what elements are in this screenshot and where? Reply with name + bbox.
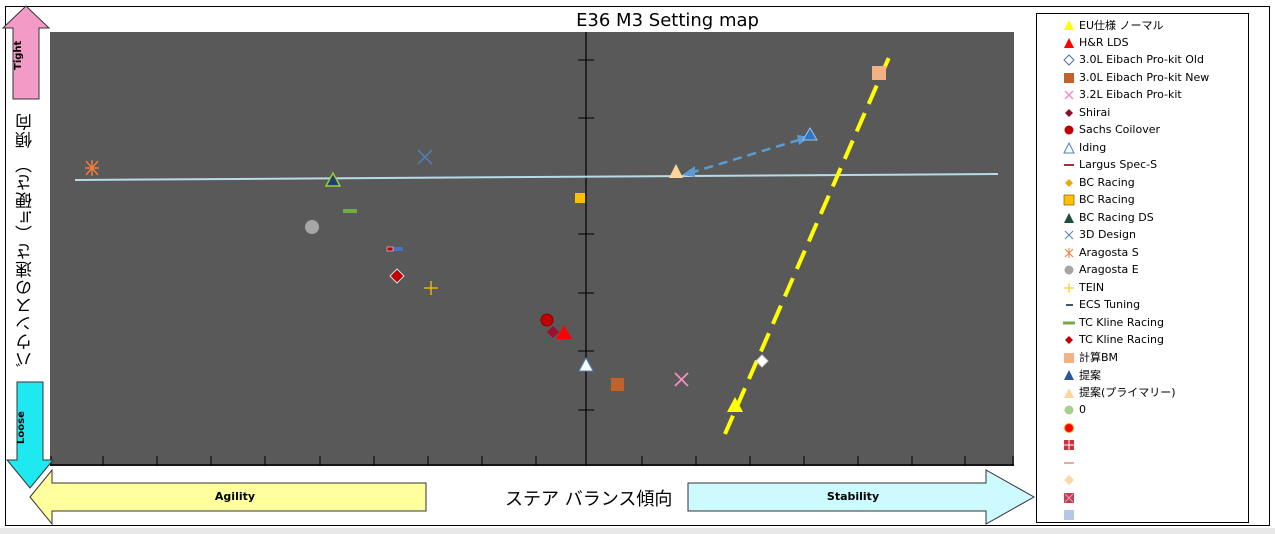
reference-line (74, 173, 999, 181)
square-icon (1064, 352, 1074, 363)
square-icon (1063, 194, 1075, 206)
triangle-icon (1064, 37, 1074, 48)
legend-item: 0 (1037, 401, 1248, 419)
marker-eibach-32 (674, 372, 689, 387)
dash-icon (1064, 164, 1074, 166)
marker-tein (424, 281, 438, 295)
marker-aragosta-e (305, 220, 319, 234)
triangle-open-icon (1063, 141, 1075, 153)
plus-icon (1064, 282, 1074, 293)
legend-item: TEIN (1037, 279, 1248, 297)
legend-item (1037, 454, 1248, 472)
marker-sachs (540, 313, 554, 327)
legend-item: H&R LDS (1037, 34, 1248, 52)
legend-item: BC Racing (1037, 191, 1248, 209)
x-axis-label: ステア バランス傾向 (505, 489, 673, 510)
diamond-icon (1065, 336, 1073, 344)
diamond-icon (1064, 475, 1074, 485)
marker-tc-kline-dash (343, 209, 357, 213)
legend: EU仕様 ノーマル H&R LDS 3.0L Eibach Pro-kit Ol… (1036, 13, 1249, 523)
loose-arrow (5, 381, 54, 489)
agility-label: Agility (214, 490, 256, 503)
circle-icon (1064, 422, 1074, 433)
trend-line (723, 54, 892, 435)
legend-item (1037, 489, 1248, 507)
marker-largus (386, 246, 394, 252)
tight-label: Tight (13, 40, 24, 70)
legend-item: Iding (1037, 139, 1248, 157)
legend-item: 3.0L Eibach Pro-kit New (1037, 69, 1248, 87)
legend-item: Sachs Coilover (1037, 121, 1248, 139)
stability-label: Stability (826, 490, 880, 503)
legend-item: 3D Design (1037, 226, 1248, 244)
asterisk-icon (1064, 247, 1074, 258)
scatter-plot (50, 32, 1014, 466)
sheet-tab-strip (0, 528, 1275, 534)
dash-icon (1066, 304, 1073, 306)
agility-arrow (29, 468, 427, 526)
marker-iding (802, 127, 818, 141)
legend-item: 提案 (1037, 366, 1248, 384)
x-icon (1064, 90, 1074, 100)
loose-label: Loose (16, 411, 27, 444)
marker-aragosta-s (85, 160, 99, 176)
legend-item (1037, 436, 1248, 454)
legend-item: Shirai (1037, 104, 1248, 122)
legend-item: ECS Tuning (1037, 296, 1248, 314)
square-cross-icon (1064, 440, 1074, 450)
triangle-icon (1064, 20, 1074, 30)
marker-eu-normal (727, 397, 743, 412)
tight-arrow (2, 5, 51, 100)
legend-item: 3.2L Eibach Pro-kit (1037, 86, 1248, 104)
legend-item: Aragosta S (1037, 244, 1248, 262)
legend-item: TC Kline Racing (1037, 331, 1248, 349)
legend-item: 提案(プライマリー) (1037, 384, 1248, 402)
dash-icon (1064, 461, 1074, 464)
marker-proposal-primary (669, 164, 683, 178)
square-icon (1064, 72, 1074, 83)
square-icon (1064, 510, 1074, 520)
marker-bc-racing-ds (324, 171, 342, 187)
square-x-icon (1064, 492, 1074, 503)
diamond-icon (1065, 108, 1073, 117)
marker-shirai (547, 326, 559, 338)
dash-icon (1063, 321, 1075, 324)
legend-item: BC Racing (1037, 174, 1248, 192)
legend-item (1037, 419, 1248, 437)
marker-white-triangle (578, 356, 594, 372)
circle-icon (1064, 265, 1074, 275)
diamond-icon (1065, 178, 1073, 187)
marker-eibach-new (611, 378, 624, 391)
marker-calc-bm (872, 66, 886, 80)
marker-tc-kline-diamond (389, 268, 405, 284)
legend-item: Aragosta E (1037, 261, 1248, 279)
legend-item: Largus Spec-S (1037, 156, 1248, 174)
proposal-arrow (689, 137, 803, 175)
marker-hr-lds (556, 325, 572, 339)
circle-icon (1064, 125, 1074, 135)
legend-item: EU仕様 ノーマル (1037, 16, 1248, 34)
marker-eibach-old (755, 354, 769, 368)
legend-item (1037, 506, 1248, 524)
marker-bc-racing-square (575, 193, 585, 203)
legend-item: BC Racing DS (1037, 209, 1248, 227)
triangle-icon (1064, 212, 1074, 223)
legend-item (1037, 471, 1248, 489)
legend-item: TC Kline Racing (1037, 314, 1248, 332)
chart-title: E36 M3 Setting map (576, 10, 759, 31)
y-axis-label: バウンスの速さ（≒硬さ） 傾向 (16, 112, 36, 368)
circle-icon (1064, 405, 1074, 415)
legend-item: 計算BM (1037, 349, 1248, 367)
marker-ecs-tuning (391, 247, 403, 251)
stability-arrow (687, 469, 1036, 525)
triangle-icon (1064, 387, 1074, 398)
triangle-icon (1064, 370, 1074, 380)
diamond-open-icon (1063, 54, 1075, 66)
x-icon (1064, 230, 1074, 240)
legend-item: 3.0L Eibach Pro-kit Old (1037, 51, 1248, 69)
marker-3d-design (417, 149, 433, 165)
plot-area[interactable] (50, 32, 1014, 466)
